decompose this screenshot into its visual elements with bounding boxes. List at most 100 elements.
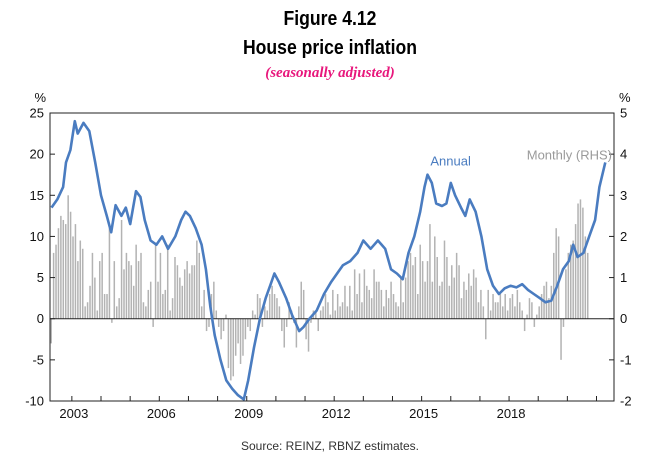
monthly-bar: [285, 318, 288, 327]
monthly-bar: [208, 318, 210, 327]
monthly-bar: [307, 318, 310, 352]
figure-number: Figure 4.12: [283, 8, 377, 30]
monthly-bar: [302, 289, 305, 319]
monthly-bar: [62, 219, 65, 319]
monthly-bar: [181, 285, 184, 319]
monthly-bar: [533, 318, 536, 327]
monthly-bar: [118, 298, 120, 319]
monthly-bar: [579, 199, 582, 319]
monthly-bar: [351, 310, 353, 319]
monthly-bar: [553, 252, 555, 319]
monthly-bar: [273, 294, 276, 319]
monthly-bar: [400, 277, 402, 319]
monthly-bar: [584, 236, 587, 319]
right-tick-label: 3: [620, 188, 627, 203]
monthly-bar: [375, 281, 378, 319]
monthly-bar: [570, 244, 572, 319]
monthly-bar: [519, 302, 521, 319]
monthly-bar: [332, 289, 334, 319]
monthly-bar: [278, 306, 281, 319]
monthly-bar: [426, 261, 429, 319]
monthly-bar: [271, 285, 273, 319]
monthly-bar: [164, 289, 167, 319]
monthly-bar: [395, 302, 397, 319]
monthly-bar: [356, 294, 358, 319]
monthly-bar: [81, 248, 84, 319]
monthly-bar: [159, 252, 162, 319]
monthly-series-label: Monthly (RHS): [527, 147, 612, 162]
left-axis-unit: %: [34, 90, 46, 105]
monthly-bar: [234, 318, 237, 356]
monthly-bar: [186, 261, 188, 319]
monthly-bar: [91, 252, 94, 319]
monthly-bar: [555, 228, 557, 319]
monthly-bar: [378, 281, 380, 319]
monthly-bar: [169, 310, 171, 319]
monthly-bar: [567, 252, 570, 319]
monthly-bar: [446, 257, 448, 319]
monthly-bar: [574, 224, 577, 319]
monthly-bar: [545, 281, 548, 319]
monthly-bar: [276, 298, 278, 319]
monthly-bar: [130, 265, 133, 319]
monthly-bar: [511, 294, 514, 319]
left-tick-label: 10: [30, 229, 44, 244]
plot-frame: [49, 112, 615, 402]
x-tick-label: 2018: [497, 406, 526, 421]
monthly-bar: [152, 318, 154, 327]
monthly-bar: [154, 244, 157, 319]
monthly-bar: [565, 269, 567, 319]
monthly-bar: [162, 294, 164, 319]
x-tick-label: 2009: [234, 406, 263, 421]
monthly-bar: [319, 310, 322, 319]
monthly-bar: [460, 298, 463, 319]
monthly-bar: [98, 261, 101, 319]
monthly-bar: [390, 281, 392, 319]
monthly-bar: [419, 244, 421, 319]
monthly-bar: [57, 228, 60, 319]
monthly-bar: [213, 281, 215, 319]
left-tick-label: 20: [30, 147, 44, 162]
left-tick-label: -10: [25, 394, 44, 409]
monthly-bar: [339, 306, 341, 319]
monthly-bar: [179, 277, 181, 319]
monthly-bar: [499, 294, 502, 319]
monthly-bar: [514, 306, 516, 319]
monthly-bar: [205, 318, 208, 332]
monthly-bar: [69, 211, 72, 319]
monthly-bar: [183, 269, 186, 319]
monthly-bar: [404, 277, 407, 319]
monthly-bar: [79, 240, 82, 319]
right-tick-label: 4: [620, 147, 627, 162]
monthly-bar: [108, 228, 111, 319]
x-tick-label: 2012: [322, 406, 351, 421]
monthly-bar: [441, 281, 443, 319]
x-axis: 2003 2006 2009 2012 2015 2018: [59, 396, 598, 421]
monthly-bar: [315, 310, 317, 319]
monthly-bar: [586, 252, 589, 319]
left-tick-label: -5: [32, 352, 44, 367]
monthly-bar: [96, 310, 99, 319]
monthly-bar: [137, 261, 140, 319]
monthly-bar: [531, 302, 533, 319]
monthly-bar: [239, 318, 242, 364]
monthly-bar: [482, 306, 485, 319]
monthly-bar: [305, 318, 307, 340]
monthly-bar: [504, 294, 506, 319]
monthly-bar: [174, 257, 176, 319]
monthly-bar: [94, 277, 96, 319]
monthly-bar: [506, 310, 509, 319]
monthly-bar: [171, 298, 174, 319]
monthly-bar: [494, 302, 497, 319]
monthly-bar: [468, 273, 470, 319]
monthly-bar: [485, 318, 487, 340]
right-tick-label: 5: [620, 106, 627, 121]
monthly-bar: [132, 285, 135, 319]
monthly-bar: [67, 195, 69, 319]
monthly-bar: [230, 318, 232, 381]
monthly-bar: [577, 203, 579, 319]
monthly-bar: [237, 318, 239, 344]
monthly-bar: [225, 314, 227, 319]
monthly-bar: [166, 244, 169, 319]
monthly-bar: [540, 294, 543, 319]
